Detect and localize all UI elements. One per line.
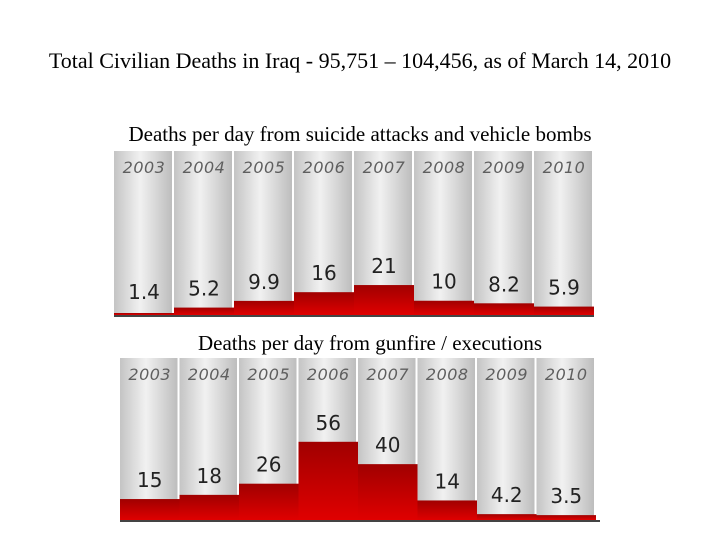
bar-2003	[114, 313, 174, 315]
value-label-2010: 5.9	[548, 276, 580, 300]
year-label-2008: 2008	[426, 365, 469, 384]
column-bg-2004	[179, 358, 237, 520]
bar-2004	[174, 307, 234, 315]
column-bg-2009	[474, 151, 532, 315]
value-label-2004: 18	[197, 464, 222, 488]
chart-title-gunfire: Deaths per day from gunfire / executions	[197, 331, 543, 355]
year-label-2006: 2006	[307, 365, 350, 384]
bar-2007	[358, 464, 418, 520]
column-bg-2010	[534, 151, 592, 315]
bar-2007	[354, 285, 414, 315]
value-label-2003: 1.4	[128, 280, 160, 304]
year-label-2003: 2003	[123, 158, 166, 177]
column-bg-2006	[294, 151, 352, 315]
value-label-2006: 16	[311, 261, 336, 285]
bar-2008	[417, 500, 477, 520]
value-label-2007: 40	[375, 433, 400, 457]
bar-2006	[294, 292, 354, 315]
bar-2003	[120, 499, 180, 520]
bar-2010	[534, 306, 594, 315]
bar-2004	[179, 494, 239, 520]
year-label-2003: 2003	[128, 365, 171, 384]
value-label-2007: 21	[371, 254, 396, 278]
year-label-2008: 2008	[423, 158, 466, 177]
value-label-2009: 4.2	[491, 483, 523, 507]
bar-2006	[298, 441, 358, 520]
column-bg-2005	[234, 151, 292, 315]
year-label-2007: 2007	[366, 365, 409, 384]
column-bg-2008	[417, 358, 475, 520]
chart-title-suicide-attacks: Deaths per day from suicide attacks and …	[128, 122, 592, 146]
bar-2008	[414, 300, 474, 315]
value-label-2008: 14	[435, 469, 460, 493]
column-bg-2003	[120, 358, 178, 520]
year-label-2009: 2009	[485, 365, 528, 384]
bar-2009	[474, 303, 534, 315]
value-label-2008: 10	[431, 270, 456, 294]
bar-2009	[477, 514, 537, 520]
chart-suicide-attacks: 2003 2004 2005 2006 2007 2008 2009 2010 1.4 5.2 9.…	[114, 151, 594, 317]
year-label-2004: 2004	[183, 158, 226, 177]
year-label-2010: 2010	[545, 365, 588, 384]
column-bg-2004	[174, 151, 232, 315]
year-label-2007: 2007	[363, 158, 406, 177]
chart-gunfire-executions: 2003 2004 2005 2006 2007 2008 2009 2010 15 18 26 56…	[120, 358, 600, 522]
value-label-2006: 56	[316, 411, 341, 435]
value-label-2005: 26	[256, 453, 281, 477]
value-label-2009: 8.2	[488, 272, 520, 296]
year-label-2010: 2010	[543, 158, 586, 177]
value-label-2005: 9.9	[248, 270, 280, 294]
page-title: Total Civilian Deaths in Iraq - 95,751 –…	[48, 48, 672, 73]
column-bg-2009	[477, 358, 535, 520]
value-label-2003: 15	[137, 468, 162, 492]
year-label-2005: 2005	[243, 158, 286, 177]
column-bg-2008	[414, 151, 472, 315]
bar-2010	[536, 515, 596, 520]
value-label-2004: 5.2	[188, 277, 220, 301]
year-label-2009: 2009	[483, 158, 526, 177]
bar-2005	[234, 300, 294, 315]
year-label-2005: 2005	[247, 365, 290, 384]
column-bg-2003	[114, 151, 172, 315]
year-label-2004: 2004	[188, 365, 231, 384]
value-label-2010: 3.5	[550, 484, 582, 508]
column-bg-2010	[536, 358, 594, 520]
bar-2005	[239, 483, 299, 520]
year-label-2006: 2006	[303, 158, 346, 177]
